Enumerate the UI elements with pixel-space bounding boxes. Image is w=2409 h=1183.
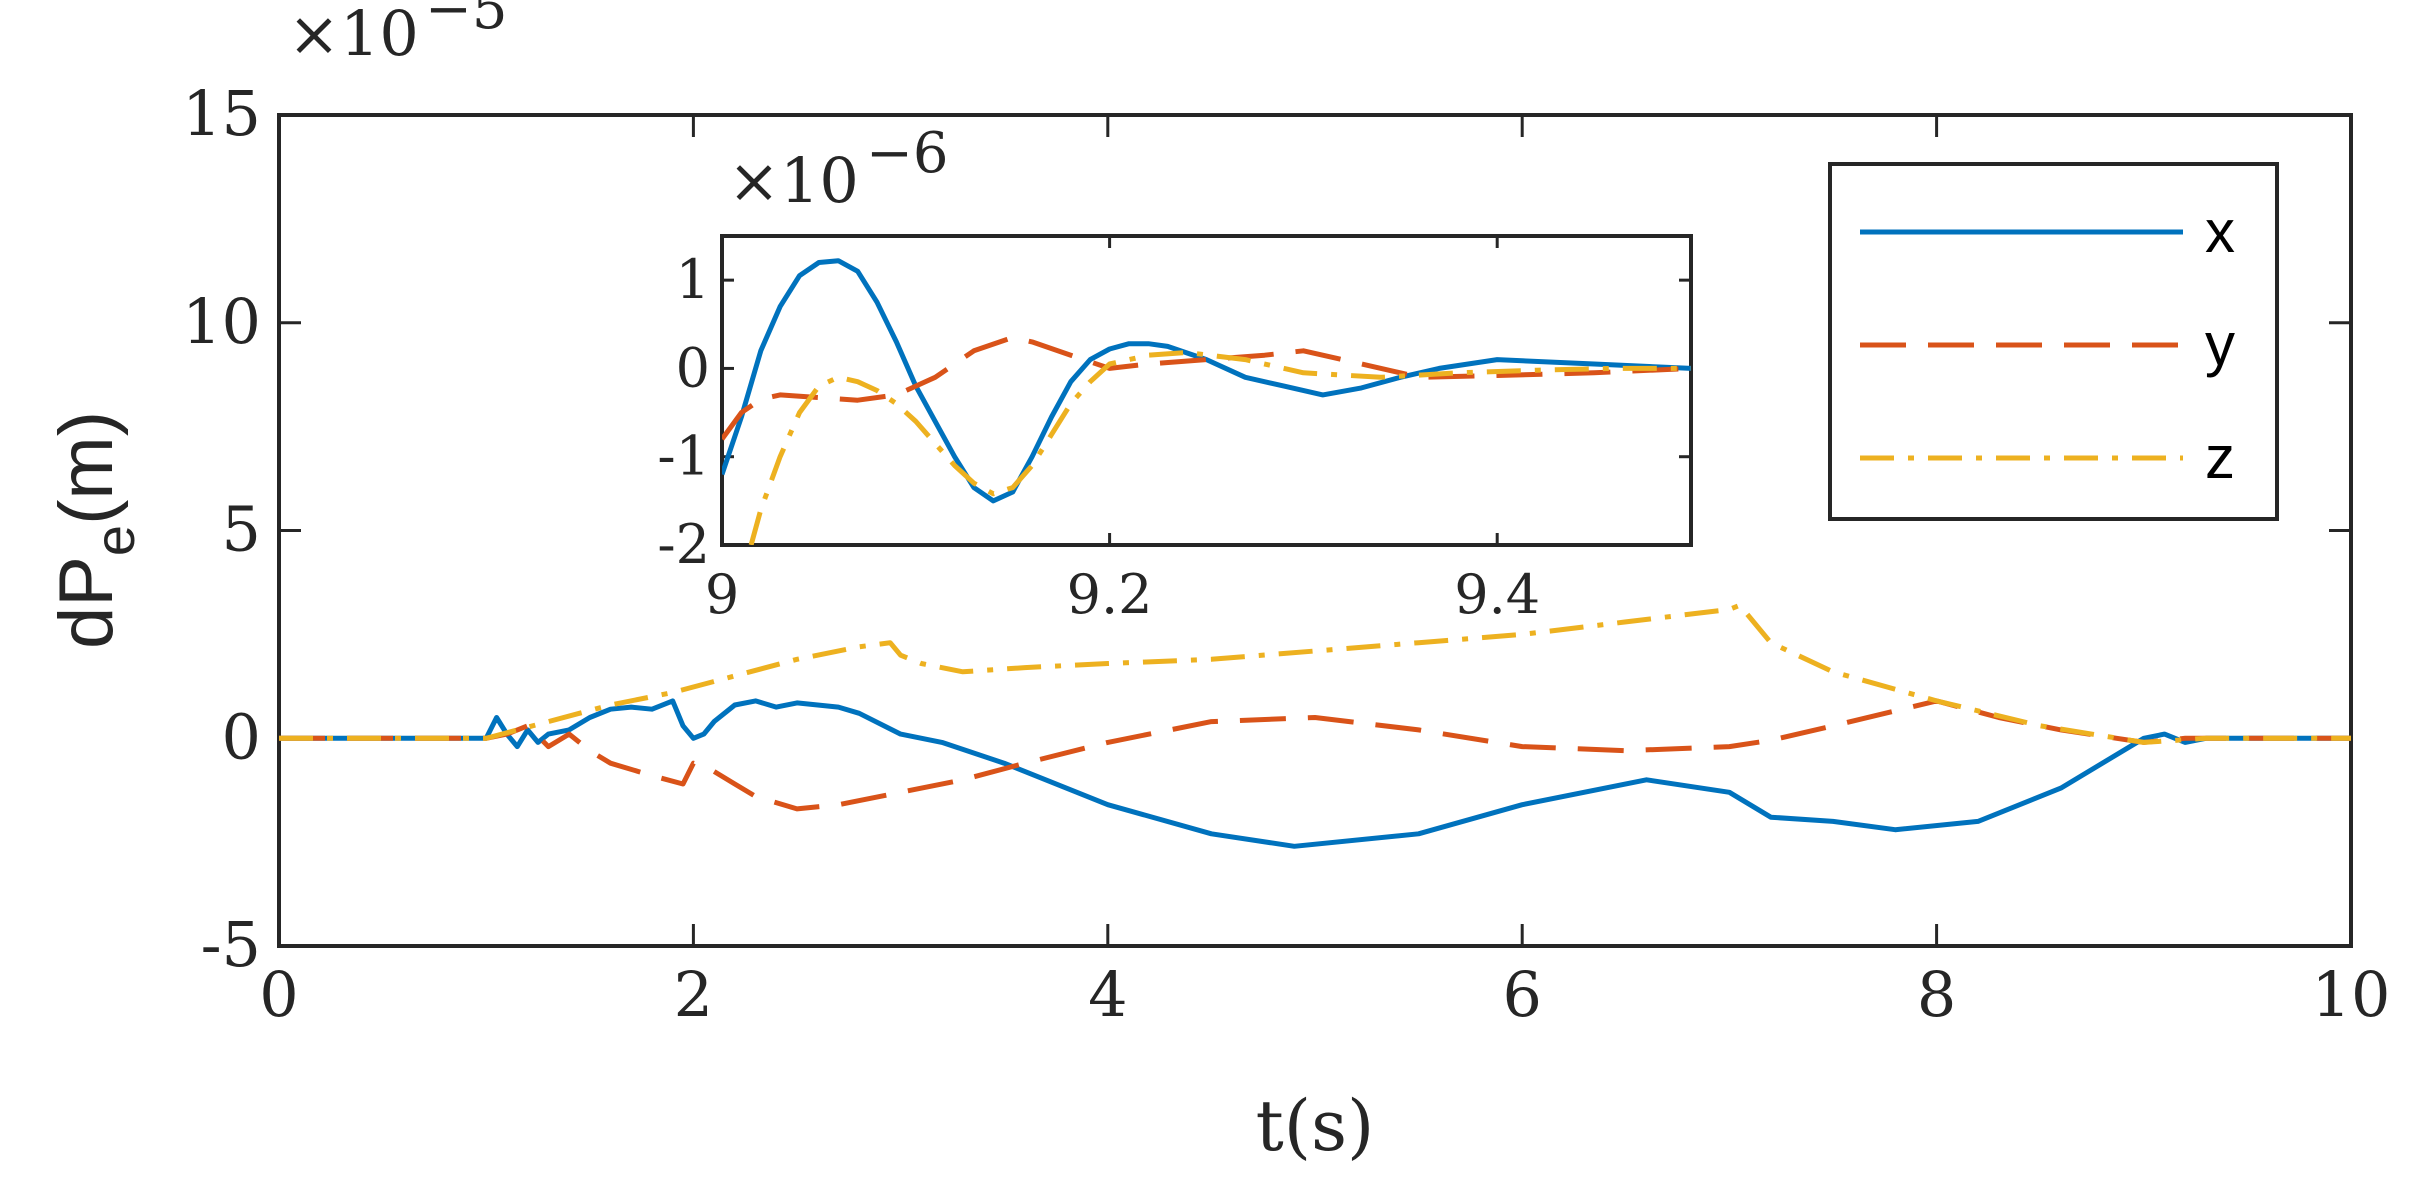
legend-label-y: y (2205, 311, 2235, 378)
inset-ticks: 9 9.2 9.4 -2 -1 0 1 (657, 236, 1691, 626)
x-tick-label: 2 (674, 958, 713, 1031)
inset-axes: 9 9.2 9.4 -2 -1 0 1 ×10 −6 (657, 121, 1693, 626)
inset-scale-prefix: ×10 (728, 144, 859, 217)
series-line-y (279, 698, 2351, 812)
svg-text:dPe(m): dPe(m) (44, 411, 146, 649)
y-tick-label: 0 (222, 700, 261, 773)
main-scale-prefix: ×10 (288, 0, 419, 70)
x-tick-label: 6 (1502, 958, 1541, 1031)
series-line-z (748, 350, 1691, 545)
legend: xyz (1828, 162, 2279, 521)
y-tick-label: 0 (676, 336, 710, 399)
y-tick-label: 15 (182, 77, 261, 150)
legend-items: xyz (1860, 198, 2235, 491)
y-tick-label: 10 (182, 285, 261, 358)
y-tick-label: 1 (676, 248, 710, 311)
y-axis-label-unit: (m) (44, 411, 129, 525)
series-line-z (279, 602, 2351, 745)
y-tick-label: 5 (222, 493, 261, 566)
x-tick-label: 0 (259, 958, 298, 1031)
y-axis-label-sub: e (83, 525, 146, 556)
inset-lines (722, 258, 1691, 545)
y-tick-label: -1 (657, 425, 710, 488)
inset-plot-area (720, 234, 1693, 547)
x-tick-label: 9 (705, 563, 739, 626)
legend-box (1828, 162, 2279, 521)
series-line-x (722, 258, 1691, 504)
main-scale-exponent: −5 (425, 0, 508, 42)
y-tick-label: -5 (201, 908, 261, 981)
x-tick-label: 10 (2312, 958, 2391, 1031)
x-tick-label: 9.4 (1454, 563, 1540, 626)
x-tick-label: 8 (1917, 958, 1956, 1031)
legend-label-z: z (2205, 424, 2235, 491)
y-axis-label: dPe(m) (44, 411, 146, 649)
inset-scale-exponent: −6 (866, 121, 949, 186)
x-axis-label: t(s) (1256, 1085, 1375, 1167)
x-tick-label: 9.2 (1067, 563, 1153, 626)
series-line-x (279, 698, 2351, 849)
main-lines (279, 602, 2351, 849)
y-axis-label-base: dP (44, 556, 129, 649)
legend-label-x: x (2205, 198, 2235, 265)
y-tick-label: -2 (657, 513, 710, 576)
series-line-y (722, 335, 1691, 441)
main-scale-factor: ×10 −5 (288, 0, 508, 70)
inset-scale-factor: ×10 −6 (728, 121, 949, 217)
x-tick-label: 4 (1088, 958, 1127, 1031)
